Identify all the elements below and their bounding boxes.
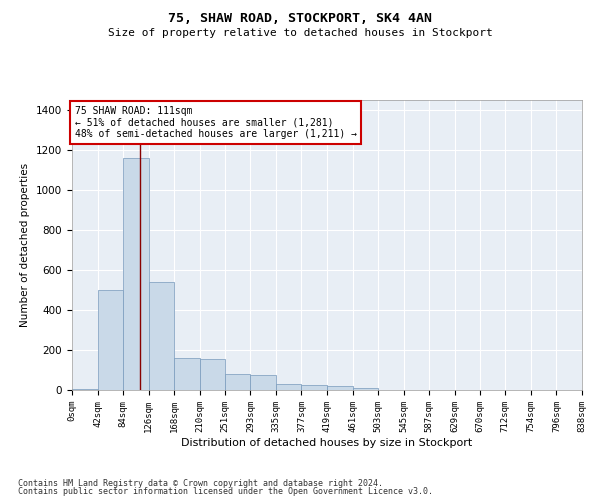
Bar (123, 158, 149, 390)
Bar (250, 375, 276, 390)
Text: Contains public sector information licensed under the Open Government Licence v3: Contains public sector information licen… (18, 487, 433, 496)
Bar (225, 374, 250, 390)
Text: Contains HM Land Registry data © Crown copyright and database right 2024.: Contains HM Land Registry data © Crown c… (18, 478, 383, 488)
Bar (327, 386, 353, 390)
Bar (200, 359, 225, 390)
Bar (174, 358, 200, 390)
X-axis label: Distribution of detached houses by size in Stockport: Distribution of detached houses by size … (181, 438, 473, 448)
Text: Size of property relative to detached houses in Stockport: Size of property relative to detached ho… (107, 28, 493, 38)
Bar (301, 385, 327, 390)
Bar (98, 290, 123, 390)
Text: 75, SHAW ROAD, STOCKPORT, SK4 4AN: 75, SHAW ROAD, STOCKPORT, SK4 4AN (168, 12, 432, 26)
Bar (353, 388, 378, 390)
Bar (149, 282, 174, 390)
Text: 75 SHAW ROAD: 111sqm
← 51% of detached houses are smaller (1,281)
48% of semi-de: 75 SHAW ROAD: 111sqm ← 51% of detached h… (74, 106, 356, 139)
Y-axis label: Number of detached properties: Number of detached properties (20, 163, 31, 327)
Bar (276, 384, 301, 390)
Bar (72, 389, 98, 390)
